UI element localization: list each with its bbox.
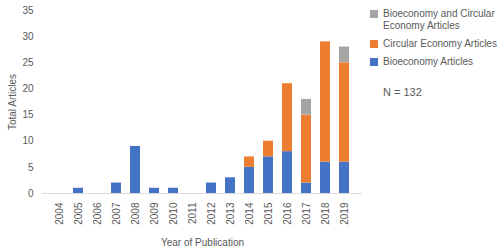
- svg-text:2013: 2013: [225, 202, 236, 225]
- svg-text:2008: 2008: [130, 202, 141, 225]
- svg-text:Total Articles: Total Articles: [7, 74, 18, 130]
- svg-text:2005: 2005: [73, 202, 84, 225]
- html-text:N = 132: N = 132: [383, 86, 422, 98]
- html-text:Circular Economy Articles: Circular Economy Articles: [383, 38, 497, 49]
- svg-text:2018: 2018: [320, 202, 331, 225]
- svg-text:2014: 2014: [244, 202, 255, 225]
- svg-text:2006: 2006: [92, 202, 103, 225]
- svg-text:30: 30: [22, 31, 34, 42]
- svg-text:5: 5: [28, 162, 34, 173]
- svg-text:25: 25: [22, 57, 34, 68]
- svg-text:20: 20: [22, 83, 34, 94]
- html-text:Bioeconomy and Circular Econom: Bioeconomy and Circular Economy Articles: [383, 8, 495, 31]
- svg-text:2010: 2010: [168, 202, 179, 225]
- svg-text:2019: 2019: [339, 202, 350, 225]
- svg-text:2017: 2017: [301, 202, 312, 225]
- svg-text:2009: 2009: [149, 202, 160, 225]
- svg-text:2004: 2004: [54, 202, 65, 225]
- svg-text:35: 35: [22, 5, 34, 16]
- svg-text:Year of Publication: Year of Publication: [161, 237, 244, 248]
- svg-text:2011: 2011: [187, 202, 198, 224]
- svg-text:2016: 2016: [282, 202, 293, 225]
- svg-text:0: 0: [28, 188, 34, 199]
- svg-text:2012: 2012: [206, 202, 217, 225]
- svg-text:10: 10: [22, 135, 34, 146]
- html-text:Bioeconomy Articles: Bioeconomy Articles: [383, 56, 473, 67]
- svg-text:2015: 2015: [263, 202, 274, 225]
- svg-text:15: 15: [22, 109, 34, 120]
- svg-text:2007: 2007: [111, 202, 122, 225]
